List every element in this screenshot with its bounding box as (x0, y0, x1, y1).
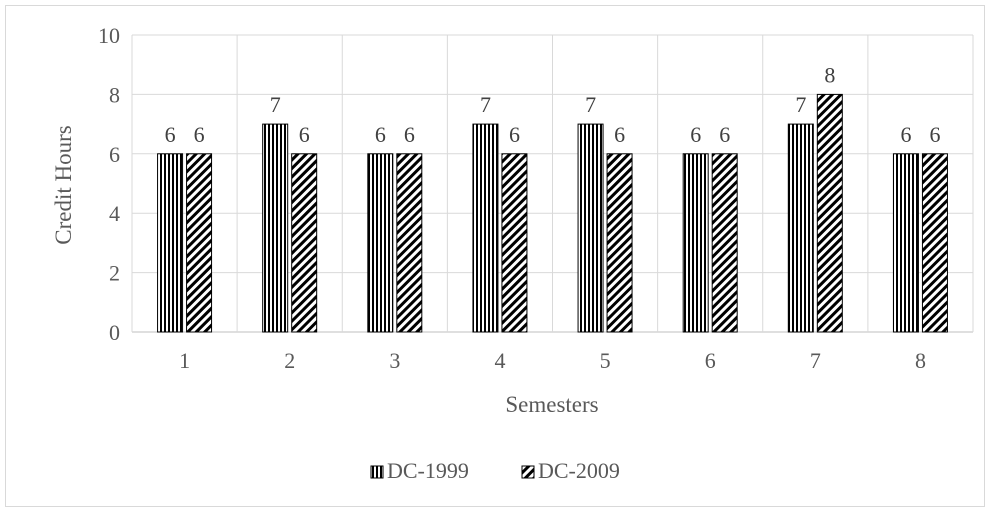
x-tick-label: 2 (284, 348, 295, 373)
bar-dc-1999-6 (682, 153, 709, 333)
data-label: 6 (614, 122, 625, 147)
bar-dc-1999-2 (262, 123, 289, 333)
bar-dc-2009-1 (186, 153, 213, 333)
data-label: 6 (165, 122, 176, 147)
bar-dc-1999-3 (367, 153, 394, 333)
data-label: 6 (929, 122, 940, 147)
data-label: 7 (795, 92, 806, 117)
x-tick-label: 6 (705, 348, 716, 373)
legend-swatch-dc-2009 (521, 465, 535, 479)
x-tick-label: 8 (915, 348, 926, 373)
bar-dc-2009-2 (291, 153, 318, 333)
bar-dc-1999-1 (157, 153, 184, 333)
bars (157, 93, 948, 333)
data-label: 6 (404, 122, 415, 147)
y-tick-label: 8 (109, 82, 120, 107)
data-label: 7 (585, 92, 596, 117)
data-label: 6 (719, 122, 730, 147)
y-axis-ticks: 0 2 4 6 8 10 (98, 23, 120, 345)
x-axis-title: Semesters (505, 392, 598, 417)
legend-swatch-dc-1999 (370, 465, 384, 479)
y-tick-label: 6 (109, 142, 120, 167)
bar-dc-2009-7 (816, 93, 843, 333)
y-tick-label: 0 (109, 320, 120, 345)
legend-label-dc-1999: DC-1999 (387, 458, 469, 483)
bar-dc-2009-8 (921, 153, 948, 333)
x-axis-ticks: 1 2 3 4 5 6 7 8 (179, 348, 926, 373)
bar-dc-1999-7 (787, 123, 814, 333)
data-label: 7 (270, 92, 281, 117)
x-tick-label: 5 (600, 348, 611, 373)
data-label: 6 (690, 122, 701, 147)
y-tick-label: 2 (109, 261, 120, 286)
data-label: 6 (509, 122, 520, 147)
bar-dc-2009-4 (501, 153, 528, 333)
x-tick-label: 3 (389, 348, 400, 373)
bar-dc-1999-4 (472, 123, 499, 333)
legend-label-dc-2009: DC-2009 (538, 458, 620, 483)
data-label: 6 (900, 122, 911, 147)
x-tick-label: 4 (494, 348, 505, 373)
data-label: 7 (480, 92, 491, 117)
y-axis-title: Credit Hours (51, 125, 76, 245)
bar-dc-1999-5 (577, 123, 604, 333)
y-tick-label: 10 (98, 23, 120, 48)
y-tick-label: 4 (109, 201, 120, 226)
gridlines (131, 34, 974, 333)
bar-dc-2009-5 (606, 153, 633, 333)
x-tick-label: 7 (810, 348, 821, 373)
bar-dc-1999-8 (892, 153, 919, 333)
data-label: 6 (375, 122, 386, 147)
data-label: 6 (194, 122, 205, 147)
legend: DC-1999 DC-2009 (370, 458, 620, 483)
data-label: 6 (299, 122, 310, 147)
bar-dc-2009-3 (396, 153, 423, 333)
data-label: 8 (824, 62, 835, 87)
bar-dc-2009-6 (711, 153, 738, 333)
x-tick-label: 1 (179, 348, 190, 373)
